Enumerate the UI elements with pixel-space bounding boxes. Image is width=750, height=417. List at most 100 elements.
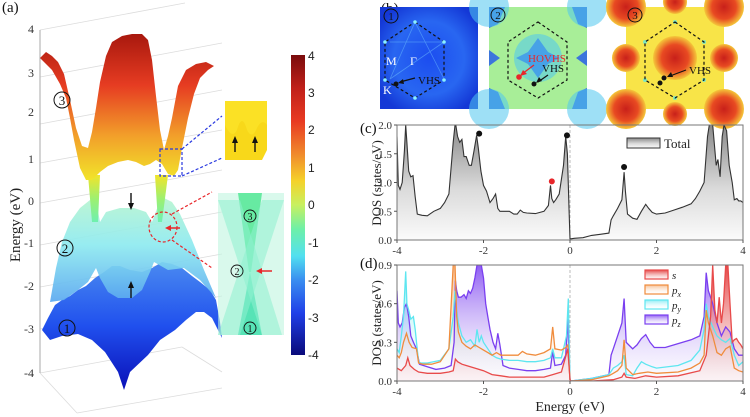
dos-line-pz (397, 265, 743, 381)
label-M: M (386, 54, 397, 68)
arrow-up-icon (232, 136, 238, 152)
bz-map-1: 1 M Γ K VHS (380, 7, 478, 109)
arrow-up-icon (252, 136, 258, 152)
panel-d-xlabel: Energy (eV) (535, 400, 605, 415)
colorbar (291, 55, 305, 355)
ytick-label: 2.0 (378, 120, 392, 132)
legend-label-pz: pz (671, 315, 682, 329)
zoom-box-blue (159, 148, 183, 177)
legend-sub-px: x (677, 290, 682, 299)
zoom-line-red (171, 191, 213, 215)
dos-area-s (397, 265, 743, 381)
bz-map-3: 3 VHS (606, 0, 744, 129)
zoom-line-red (171, 239, 213, 269)
legend-swatch-total (626, 137, 661, 149)
vhs-marker (621, 163, 628, 170)
xtick-label: 0 (567, 245, 573, 257)
colorbar-tick: -2 (308, 273, 319, 287)
svg-text:1: 1 (388, 11, 394, 23)
dos-line-px (397, 265, 743, 381)
ytick-label: -3 (24, 322, 34, 336)
panel-label-c: (c) (360, 121, 377, 137)
inset-conduction-zoom (225, 101, 267, 160)
ytick-label: 2 (28, 105, 34, 119)
label-Gamma: Γ (410, 54, 417, 68)
colorbar-tick: -4 (308, 348, 319, 362)
svg-text:3: 3 (248, 212, 253, 223)
legend-d: s px py pz (644, 269, 682, 329)
ytick-label: 0.6 (378, 299, 392, 311)
inset-marker-3: 3 (243, 209, 257, 223)
svg-text:3: 3 (59, 93, 66, 108)
colorbar-tick: 2 (308, 123, 315, 137)
band-marker-3: 3 (53, 91, 71, 109)
ytick-label: 3 (28, 66, 34, 80)
dos-line-Total (397, 125, 743, 240)
ytick-label: 0.0 (378, 376, 392, 388)
vhs-point (661, 75, 667, 81)
map-marker-2: 2 (490, 7, 506, 23)
colorbar-tick: 4 (308, 49, 315, 63)
svg-text:2: 2 (235, 267, 240, 278)
legend-label-py: py (671, 300, 682, 314)
label-HOVHS: HOVHS (528, 53, 566, 65)
ytick-label: -2 (24, 279, 34, 293)
vhs-marker (476, 130, 483, 137)
panel-d-ylabel: DOS (states/eV) (369, 280, 384, 366)
colorbar-ticks: 4 3 2 1 0 -1 -2 -3 -4 (308, 49, 319, 362)
xtick-label: -4 (392, 386, 402, 398)
xtick-label: 0 (567, 386, 573, 398)
hovhs-marker (548, 178, 555, 185)
vhs-point (657, 80, 663, 86)
band-marker-2: 2 (56, 239, 74, 257)
label-K: K (383, 83, 392, 97)
dos-area-px (397, 265, 743, 381)
colorbar-tick: 3 (308, 86, 315, 100)
dos-area-Total (397, 125, 743, 240)
label-VHS: VHS (418, 75, 440, 87)
bz-map-2: 2 HOVHS VHS (469, 0, 607, 129)
arrow-up-icon (128, 281, 134, 298)
legend-swatch-pz (644, 314, 669, 325)
label-VHS: VHS (689, 65, 711, 77)
arrow-down-icon (128, 193, 134, 210)
ytick-label: 0 (28, 194, 34, 208)
xtick-label: 4 (740, 386, 746, 398)
colorbar-tick: -1 (308, 236, 319, 250)
zoom-ellipse-red (148, 211, 178, 243)
svg-text:2: 2 (495, 10, 501, 22)
svg-text:2: 2 (62, 241, 69, 256)
zoom-line-blue (181, 115, 223, 150)
legend-label-px: px (671, 285, 682, 299)
ytick-label: 1.5 (378, 149, 392, 161)
band-crossing-neck (155, 175, 168, 222)
inset-dirac-cone: 3 2 1 (218, 193, 284, 335)
ytick-label: 0.5 (378, 206, 392, 218)
band-3-surface (40, 34, 214, 180)
ytick-label: -4 (24, 366, 34, 380)
colorbar-tick: 0 (308, 198, 315, 212)
ytick-label: -1 (24, 236, 34, 250)
colorbar-tick: 1 (308, 161, 315, 175)
dos-line-s (397, 265, 743, 381)
zoom-line-blue (181, 157, 223, 177)
label-VHS: VHS (542, 63, 564, 75)
ytick-label: 4 (28, 22, 34, 36)
legend-label-s: s (672, 270, 676, 282)
panel-label-d: (d) (360, 256, 378, 272)
dos-line-py (397, 271, 743, 381)
legend-swatch-s (644, 269, 669, 280)
vhs-point (531, 81, 537, 87)
band-marker-1: 1 (58, 319, 76, 337)
band-1-surface (42, 262, 222, 390)
ytick-label: 0.3 (378, 337, 392, 349)
ytick-label: 0.0 (378, 235, 392, 247)
band-crossing-neck (88, 175, 100, 222)
vhs-marker (563, 132, 570, 139)
legend-swatch-px (644, 284, 669, 295)
xtick-label: 2 (654, 386, 660, 398)
panel-c-ylabel: DOS (states/eV) (369, 140, 384, 226)
